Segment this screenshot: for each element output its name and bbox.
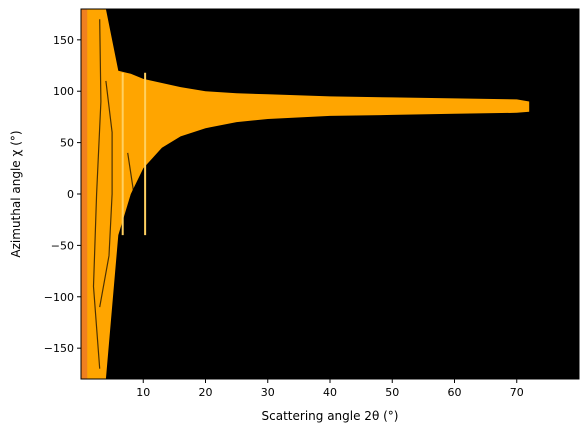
low-angle-strip	[81, 9, 88, 379]
scattering-arc	[124, 152, 135, 236]
intensity-map	[81, 9, 530, 379]
x-tick-label: 70	[510, 386, 524, 399]
y-tick-label: −100	[44, 291, 74, 304]
y-axis-label: Azimuthal angle χ (°)	[9, 130, 23, 257]
intensity-band	[81, 9, 530, 379]
scattering-arc	[92, 19, 102, 369]
x-axis-label: Scattering angle 2θ (°)	[262, 409, 399, 423]
x-tick-label: 30	[261, 386, 275, 399]
x-tick-label: 50	[385, 386, 399, 399]
y-tick-label: −150	[44, 342, 74, 355]
x-tick-label: 10	[136, 386, 150, 399]
y-tick-label: 50	[60, 137, 74, 150]
x-tick-label: 20	[199, 386, 213, 399]
scattering-arc	[99, 80, 113, 308]
y-tick-label: −50	[51, 239, 74, 252]
y-tick-label: 100	[53, 85, 74, 98]
plot-frame	[80, 8, 580, 380]
axis-ticks: 10 20 30 40 50 60 70 −150 −100 −50 0 50 100 150	[44, 34, 524, 399]
y-tick-label: 150	[53, 34, 74, 47]
plot-area	[81, 9, 579, 379]
x-tick-label: 60	[448, 386, 462, 399]
x-tick-label: 40	[323, 386, 337, 399]
y-tick-label: 0	[67, 188, 74, 201]
